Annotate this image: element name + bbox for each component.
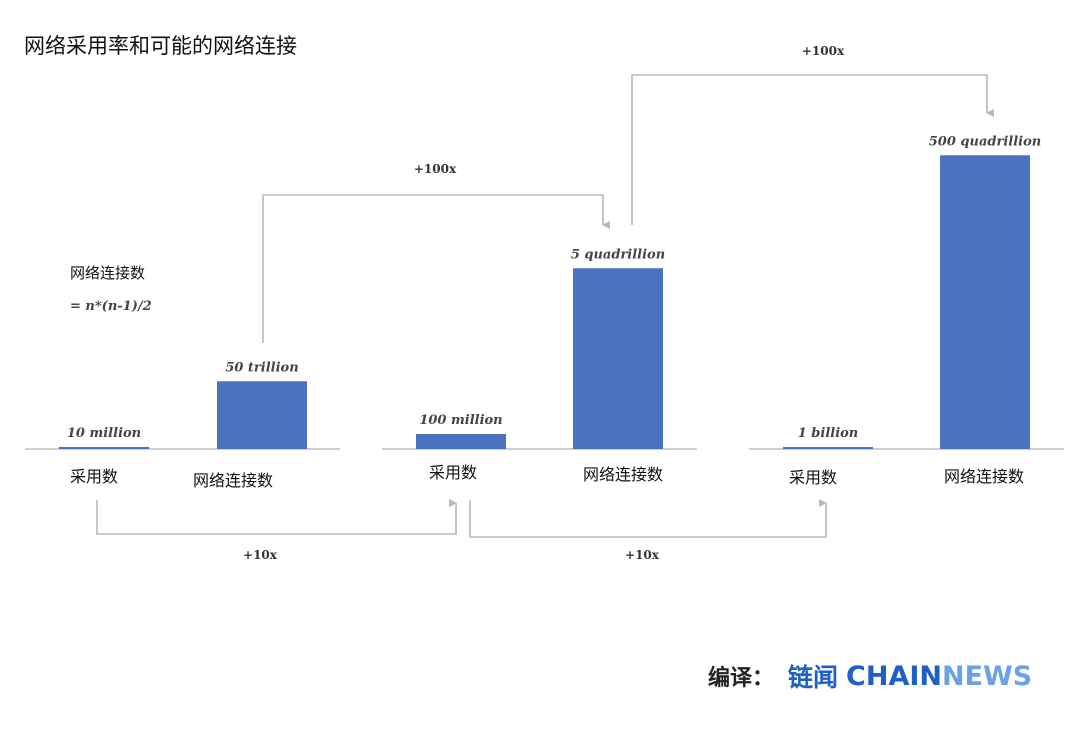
bar-value-label: 1 billion (798, 426, 859, 441)
bar-value-label: 10 million (67, 426, 141, 441)
credit-prefix: 编译： (708, 666, 775, 691)
category-label: 采用数 (70, 467, 118, 486)
bar (573, 268, 663, 449)
multiplier-label: +100x (414, 162, 457, 176)
multiplier-label: +10x (625, 548, 660, 562)
category-label: 网络连接数 (193, 471, 273, 490)
multiplier-arrow (631, 74, 994, 225)
multiplier-arrow (96, 499, 457, 535)
category-label: 网络连接数 (944, 467, 1024, 486)
bar-value-label: 50 trillion (225, 360, 298, 375)
formula-label: 网络连接数 (70, 264, 146, 282)
credit-brand-cn: 链闻 (788, 663, 839, 692)
bar (217, 381, 307, 449)
multiplier-label: +10x (243, 548, 278, 562)
bar (59, 447, 149, 449)
bar-value-label: 500 quadrillion (929, 134, 1041, 149)
multiplier-arrow (262, 194, 610, 343)
credit: 编译： 链闻 CHAIN NEWS (708, 658, 1032, 694)
category-label: 采用数 (789, 468, 837, 487)
multiplier-arrow (469, 499, 827, 538)
multiplier-label: +100x (802, 44, 845, 58)
bar (940, 155, 1030, 450)
bar-value-label: 100 million (419, 413, 502, 428)
chart-title: 网络采用率和可能的网络连接 (24, 34, 297, 58)
bar (783, 447, 873, 449)
credit-brand-chain: CHAIN (846, 660, 942, 692)
credit-brand-news: NEWS (941, 660, 1033, 692)
category-label: 网络连接数 (583, 465, 663, 484)
category-label: 采用数 (429, 463, 477, 482)
bar (416, 434, 506, 449)
formula-expression: = n*(n-1)/2 (70, 299, 152, 314)
bar-value-label: 5 quadrillion (571, 247, 665, 262)
